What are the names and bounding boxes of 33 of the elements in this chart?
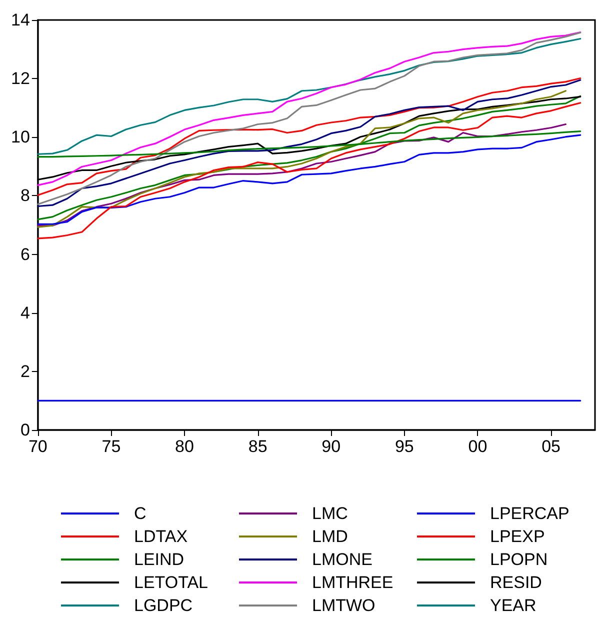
y-tick-label: 14: [10, 10, 30, 30]
line-series: [37, 102, 582, 240]
legend-label: C: [134, 504, 146, 523]
y-tick-label: 12: [10, 69, 30, 88]
legend-label: LMONE: [312, 550, 372, 569]
y-tick-label: 4: [20, 303, 30, 322]
x-tick-label: 85: [248, 437, 268, 456]
legend-label: LGDPC: [134, 596, 193, 615]
legend-label: LPOPN: [490, 550, 548, 569]
y-tick-label: 0: [20, 420, 30, 440]
legend-label: LEIND: [134, 550, 184, 569]
legend-label: LMTWO: [312, 596, 376, 615]
y-tick-label: 2: [20, 362, 30, 381]
x-tick-label: 90: [322, 437, 341, 456]
legend-label: LMTHREE: [312, 573, 394, 592]
x-tick-label: 00: [468, 437, 488, 456]
legend-label: LPEXP: [490, 527, 545, 546]
x-tick-label: 80: [175, 437, 194, 456]
y-tick-label: 6: [20, 244, 30, 264]
x-tick-label: 05: [542, 437, 560, 456]
legend-label: LMD: [312, 527, 348, 546]
legend-label: LDTAX: [134, 527, 188, 546]
x-tick-label: 95: [394, 437, 414, 456]
y-tick-label: 8: [20, 186, 30, 206]
legend-label: LPERCAP: [490, 504, 570, 523]
legend-label: LETOTAL: [134, 573, 208, 592]
y-tick-label: 10: [10, 128, 30, 147]
x-tick-label: 75: [102, 437, 121, 456]
legend-label: RESID: [490, 573, 542, 592]
line-series: [37, 38, 582, 155]
legend-label: LMC: [312, 504, 348, 523]
x-tick-label: 70: [28, 437, 48, 456]
legend-label: YEAR: [490, 596, 536, 615]
